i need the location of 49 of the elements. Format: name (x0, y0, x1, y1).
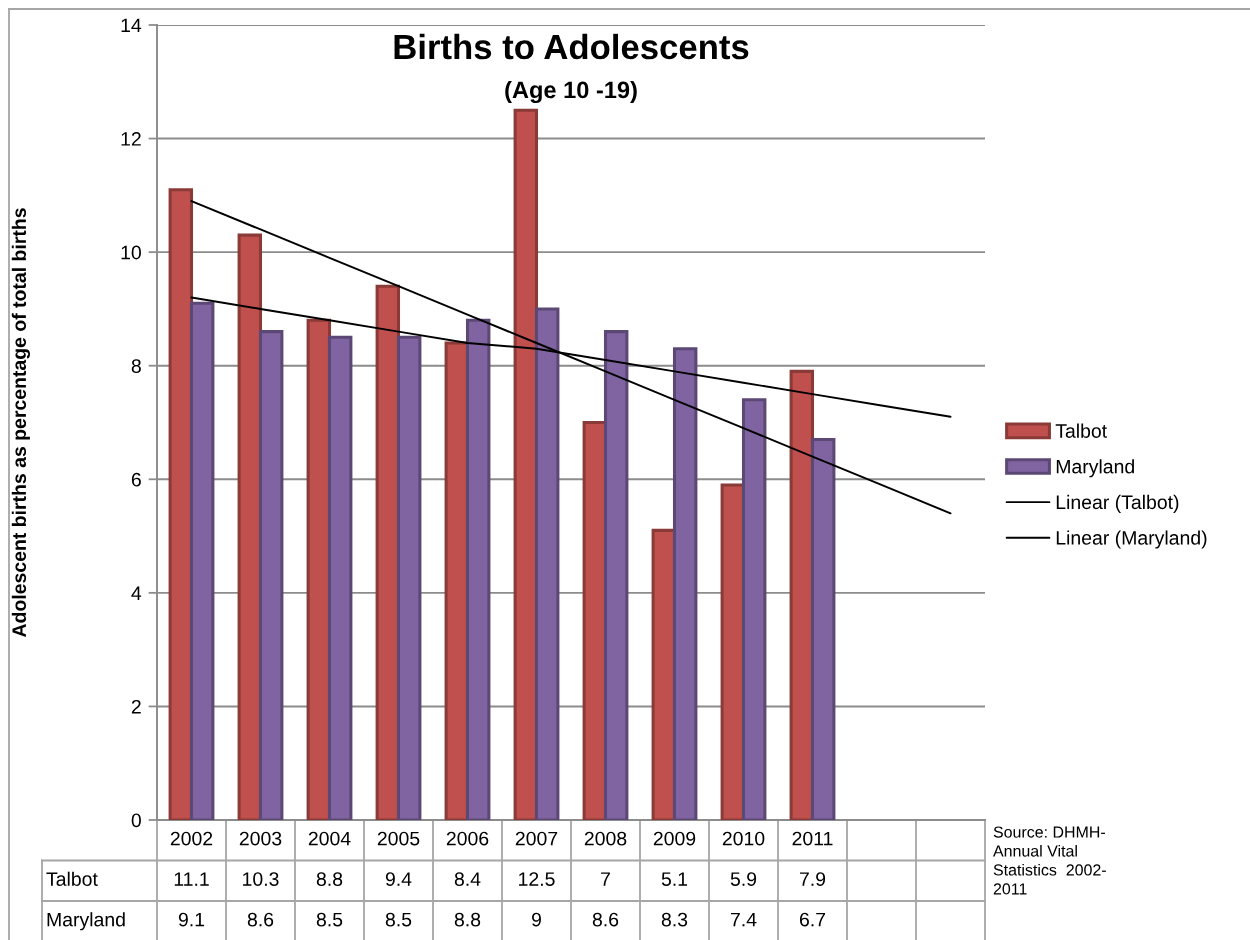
y-tick-label: 12 (121, 132, 141, 146)
data-label: 5.9 (730, 872, 757, 886)
legend-label: Talbot (1055, 423, 1107, 438)
data-label: 12.5 (519, 872, 555, 886)
data-label: 7 (601, 872, 610, 886)
y-axis-title: Adolescent births as percentage of total births (11, 208, 30, 638)
data-label: 8.8 (454, 912, 481, 927)
data-label: 11.1 (174, 872, 209, 886)
x-tick-label: 2002 (170, 831, 213, 846)
data-label: 7.4 (730, 912, 757, 927)
text: (Age 10 -19) (505, 80, 637, 104)
x-tick-label: 2007 (515, 831, 558, 846)
line-series (190, 200, 952, 515)
data-label: 8.6 (592, 912, 619, 927)
y-tick-label: 4 (131, 586, 142, 600)
y-tick-label: 2 (131, 699, 141, 714)
x-tick-label: 2010 (722, 831, 765, 846)
data-label: 9.1 (178, 912, 205, 927)
data-label: 8.8 (316, 872, 343, 886)
text: Talbot (46, 871, 98, 886)
data-label: 9 (532, 912, 541, 927)
y-tick-label: 6 (131, 472, 141, 487)
x-tick-label: 2009 (653, 831, 696, 846)
x-tick-label: 2004 (308, 831, 351, 846)
source-note: Source: DHMH- Annual Vital Statistics 2002- 2011 (993, 826, 1106, 895)
data-label: 8.6 (247, 912, 274, 927)
x-tick-label: 2006 (446, 831, 489, 846)
data-label: 8.4 (454, 872, 481, 886)
x-tick-label: 2008 (584, 831, 627, 846)
legend-label: Maryland (1056, 459, 1134, 478)
data-label: 6.7 (799, 912, 826, 927)
chart-title: Births to Adolescents (394, 33, 749, 60)
legend-label: Linear (Talbot) (1056, 494, 1179, 513)
x-tick-label: 2003 (239, 831, 282, 846)
data-label: 9.4 (385, 872, 412, 886)
legend-label: Linear (Maryland) (1056, 530, 1207, 549)
data-label: 7.9 (799, 872, 826, 886)
data-label: 8.5 (316, 912, 343, 927)
x-tick-label: 2011 (792, 831, 833, 846)
data-label: 10.3 (243, 872, 279, 886)
y-tick-label: 10 (121, 245, 141, 260)
data-label: 5.1 (661, 872, 688, 886)
data-label: 8.3 (661, 912, 688, 927)
data-label: 8.5 (385, 912, 412, 927)
text: Maryland (47, 912, 125, 931)
y-tick-label: 14 (121, 18, 142, 33)
x-tick-label: 2005 (377, 831, 420, 846)
y-tick-label: 0 (131, 813, 141, 828)
y-tick-label: 8 (131, 359, 141, 373)
